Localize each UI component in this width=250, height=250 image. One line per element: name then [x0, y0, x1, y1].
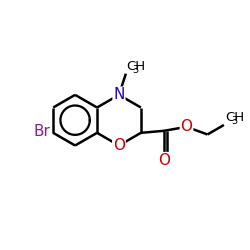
Text: N: N	[113, 87, 125, 102]
Text: Br: Br	[34, 124, 50, 139]
Text: O: O	[180, 119, 192, 134]
Text: O: O	[158, 153, 170, 168]
Text: 3: 3	[232, 116, 237, 126]
Text: CH: CH	[225, 111, 244, 124]
Text: O: O	[113, 138, 125, 153]
Text: 3: 3	[132, 65, 138, 75]
Text: CH: CH	[126, 60, 145, 73]
